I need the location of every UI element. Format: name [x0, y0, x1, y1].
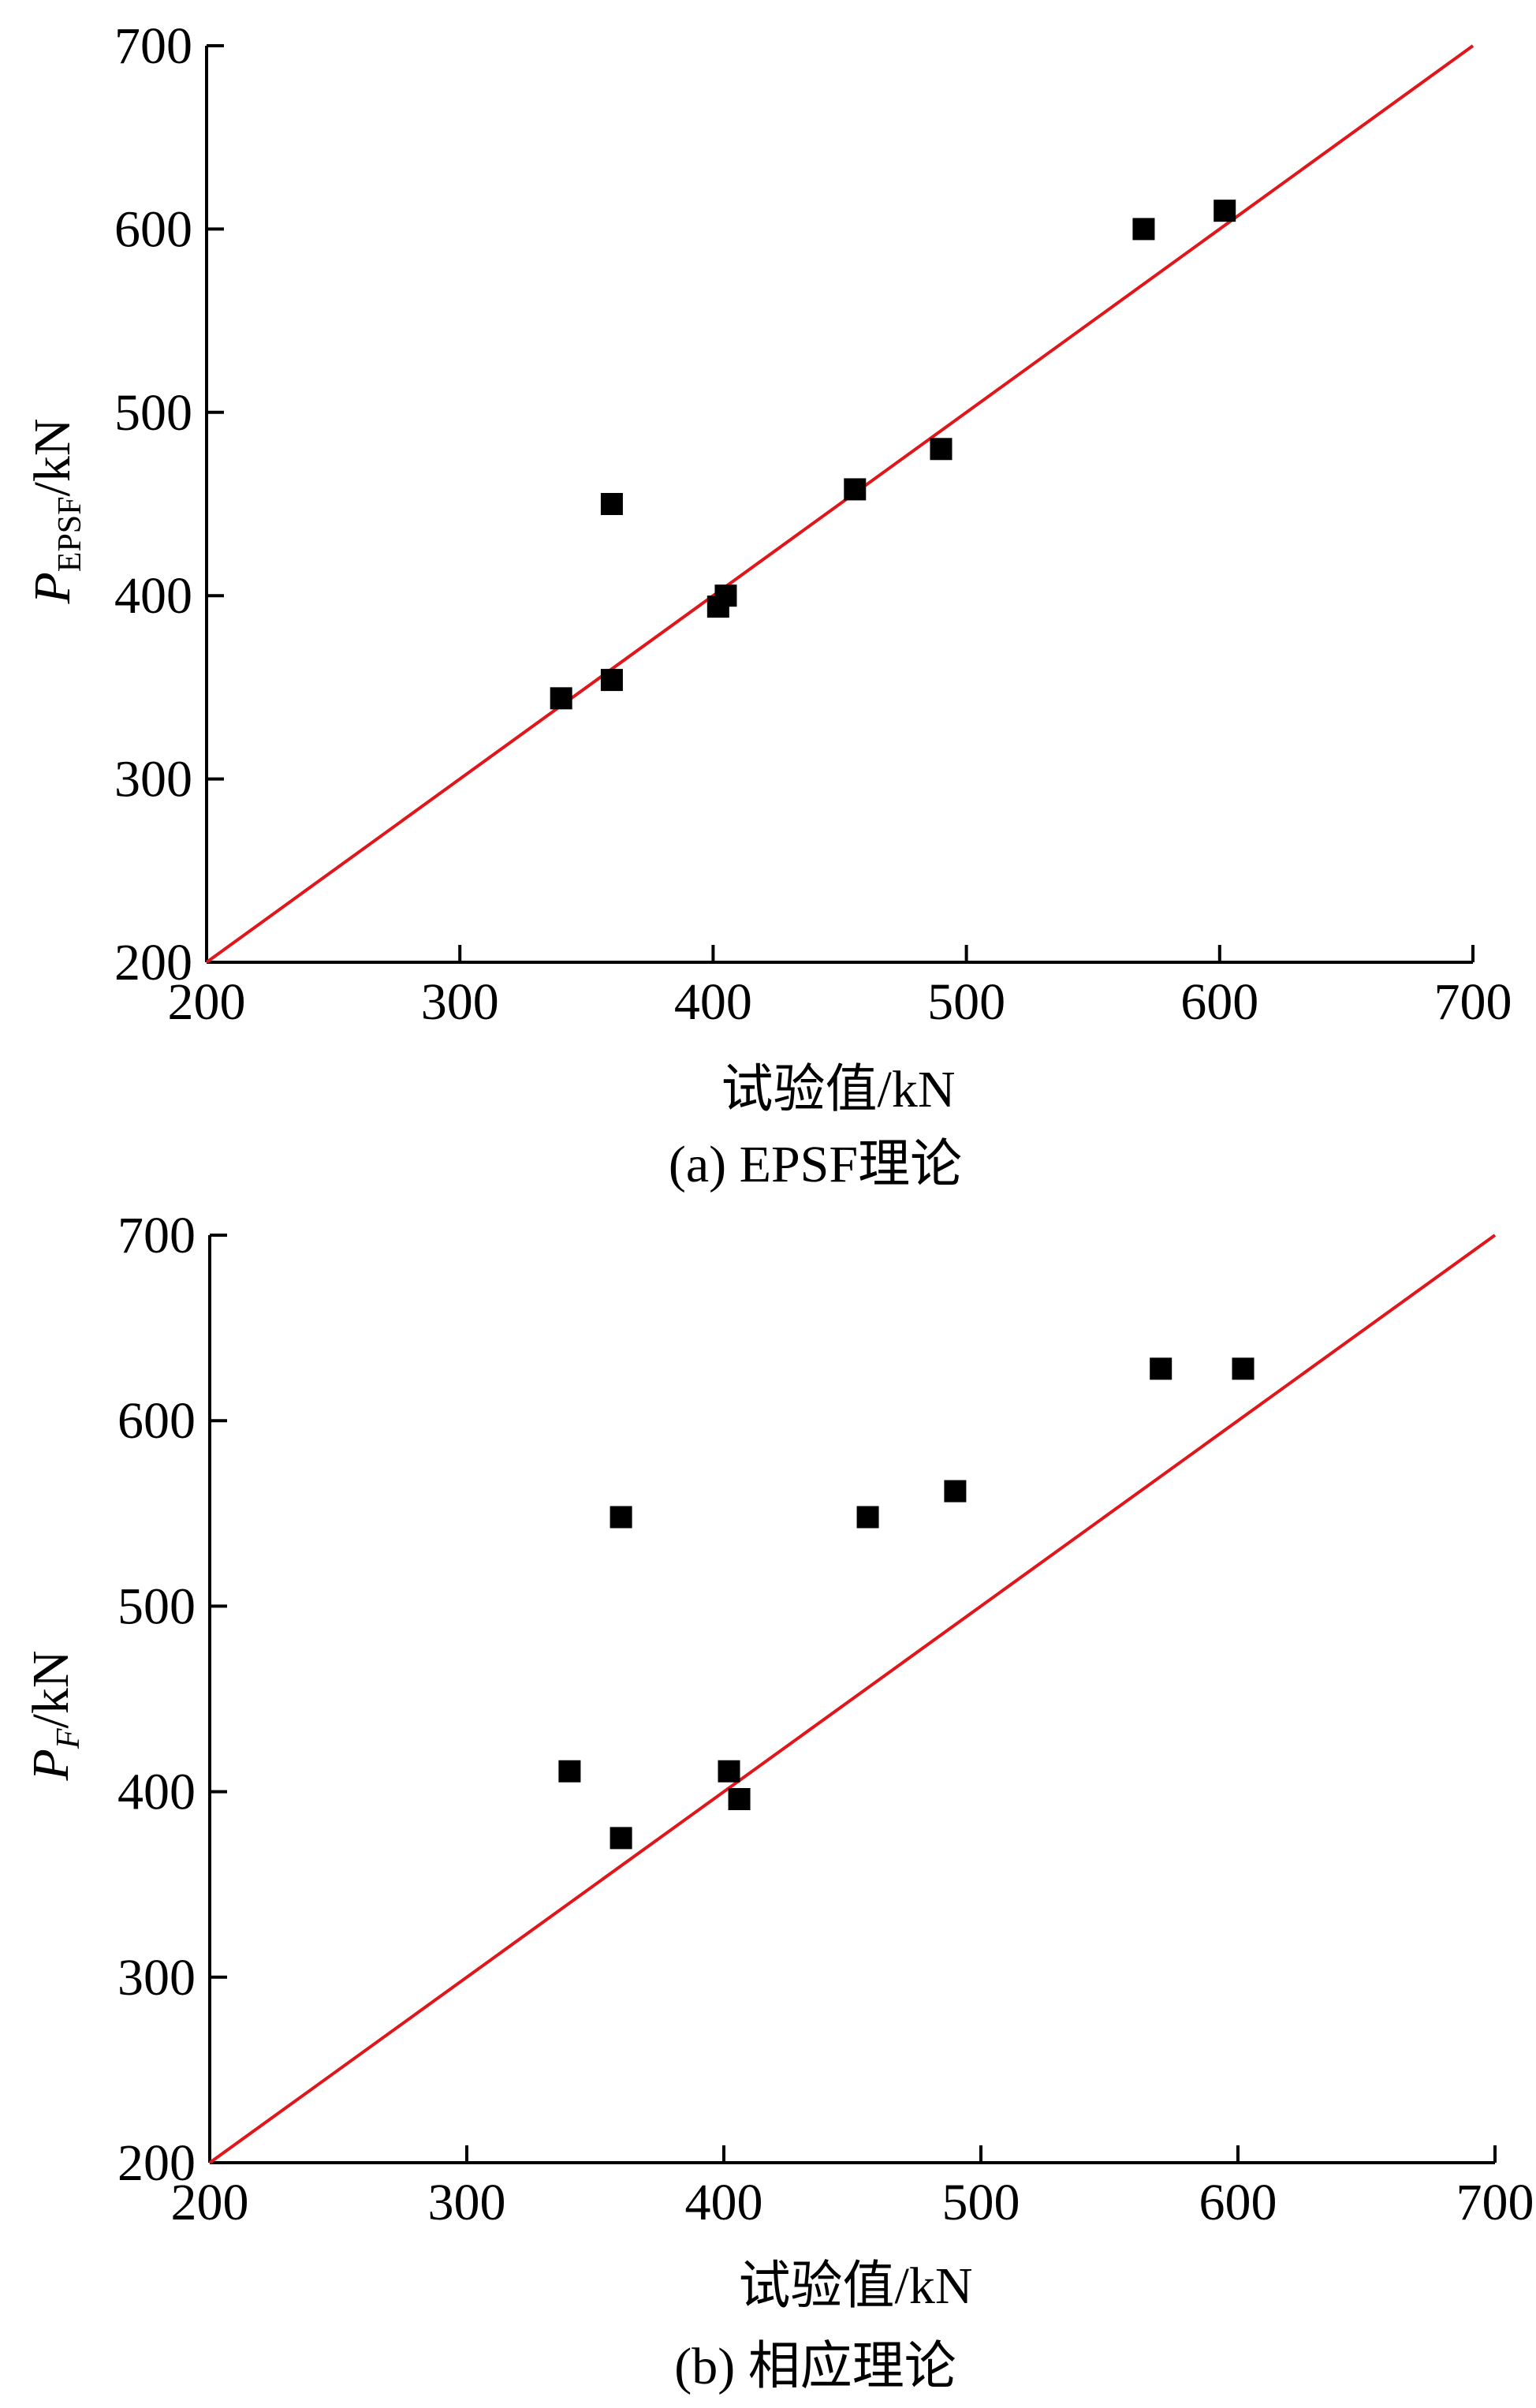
panel-a-y-axis-title-suffix: /kN — [24, 418, 81, 496]
panel-a-data-point — [600, 669, 623, 692]
panel-a-x-tick-label: 600 — [1180, 973, 1258, 1031]
panel-b-x-axis-title: 试验值/kN — [739, 2257, 973, 2315]
panel-a-chart: 200 300 400 500 600 700 200 300 400 500 600 700 试验值… — [24, 17, 1512, 1193]
panel-a-y-tick-label: 300 — [114, 751, 192, 808]
panel-a-x-tick-label: 300 — [421, 973, 499, 1031]
panel-b-data-point — [558, 1760, 581, 1783]
panel-a-data-point — [1214, 200, 1236, 222]
panel-b-x-tick-label: 700 — [1456, 2174, 1534, 2231]
panel-a-caption: (a) EPSF理论 — [669, 1136, 962, 1193]
panel-b-y-axis-title: PF/kN — [22, 1651, 87, 1782]
panel-b-y-axis-title-main: P — [22, 1749, 80, 1781]
panel-b-data-point — [610, 1506, 632, 1529]
panel-a-data-point — [844, 478, 867, 501]
panel-a-data-point — [1132, 218, 1155, 241]
panel-b-caption: (b) 相应理论 — [674, 2338, 956, 2395]
panel-a-x-tick-label: 200 — [168, 973, 246, 1031]
panel-b-x-tick-label: 300 — [428, 2174, 506, 2231]
panel-b-x-tick-label: 600 — [1199, 2174, 1277, 2231]
panel-a-data-point — [930, 438, 953, 461]
panel-b-data-point — [610, 1827, 632, 1850]
panel-b-y-tick-label: 500 — [117, 1577, 196, 1635]
panel-a-plot-area: 200 300 400 500 600 700 200 300 400 500 600 700 — [114, 17, 1512, 1031]
panel-a-y-tick-label: 700 — [114, 17, 192, 75]
panel-b-x-tick-label: 500 — [942, 2174, 1020, 2231]
panel-b-data-point — [856, 1506, 879, 1529]
panel-a-x-tick-label: 700 — [1434, 973, 1512, 1031]
panel-b-y-axis-title-subscript: F — [50, 1728, 87, 1749]
panel-a-y-tick-label: 200 — [114, 934, 192, 991]
panel-a-y-axis-title: PEPSF/kN — [24, 418, 88, 604]
panel-b-y-tick-label: 300 — [117, 1949, 196, 2007]
panel-a-reference-line — [205, 44, 1474, 964]
panel-b-reference-line — [208, 1234, 1497, 2164]
panel-b-x-tick-label: 200 — [171, 2174, 249, 2231]
panel-a-data-point — [714, 584, 737, 607]
panel-b-y-tick-label: 700 — [117, 1207, 196, 1264]
panel-a-y-axis-title-subscript: EPSF — [52, 496, 88, 572]
panel-b-data-point — [1232, 1357, 1255, 1380]
panel-a-y-tick-label: 500 — [114, 384, 192, 442]
panel-a-y-tick-label: 600 — [114, 200, 192, 258]
panel-b-data-point — [728, 1788, 751, 1811]
panel-a-data-point — [550, 687, 572, 710]
panel-a-y-tick-label: 400 — [114, 567, 192, 625]
panel-b-data-point — [1150, 1357, 1173, 1380]
panel-b-y-tick-label: 400 — [117, 1764, 196, 1821]
panel-a-x-axis-title: 试验值/kN — [721, 1061, 956, 1118]
panel-b-x-tick-label: 400 — [685, 2174, 763, 2231]
panel-b-data-point — [718, 1760, 740, 1783]
panel-a-x-tick-label: 500 — [927, 973, 1005, 1031]
panel-b-y-tick-label: 200 — [117, 2134, 196, 2192]
panel-a-x-tick-label: 400 — [674, 973, 752, 1031]
panel-b-y-axis-title-suffix: /kN — [22, 1651, 80, 1729]
panel-a-y-axis-title-main: P — [24, 572, 81, 604]
panel-b-plot-area: 200 300 400 500 600 700 200 300 400 500 600 700 — [117, 1207, 1534, 2231]
panel-a-data-point — [600, 493, 623, 515]
panel-b-data-point — [944, 1480, 967, 1503]
panel-b-chart: 200 300 400 500 600 700 200 300 400 500 600 700 试验值… — [22, 1207, 1534, 2395]
panel-b-y-tick-label: 600 — [117, 1392, 196, 1450]
